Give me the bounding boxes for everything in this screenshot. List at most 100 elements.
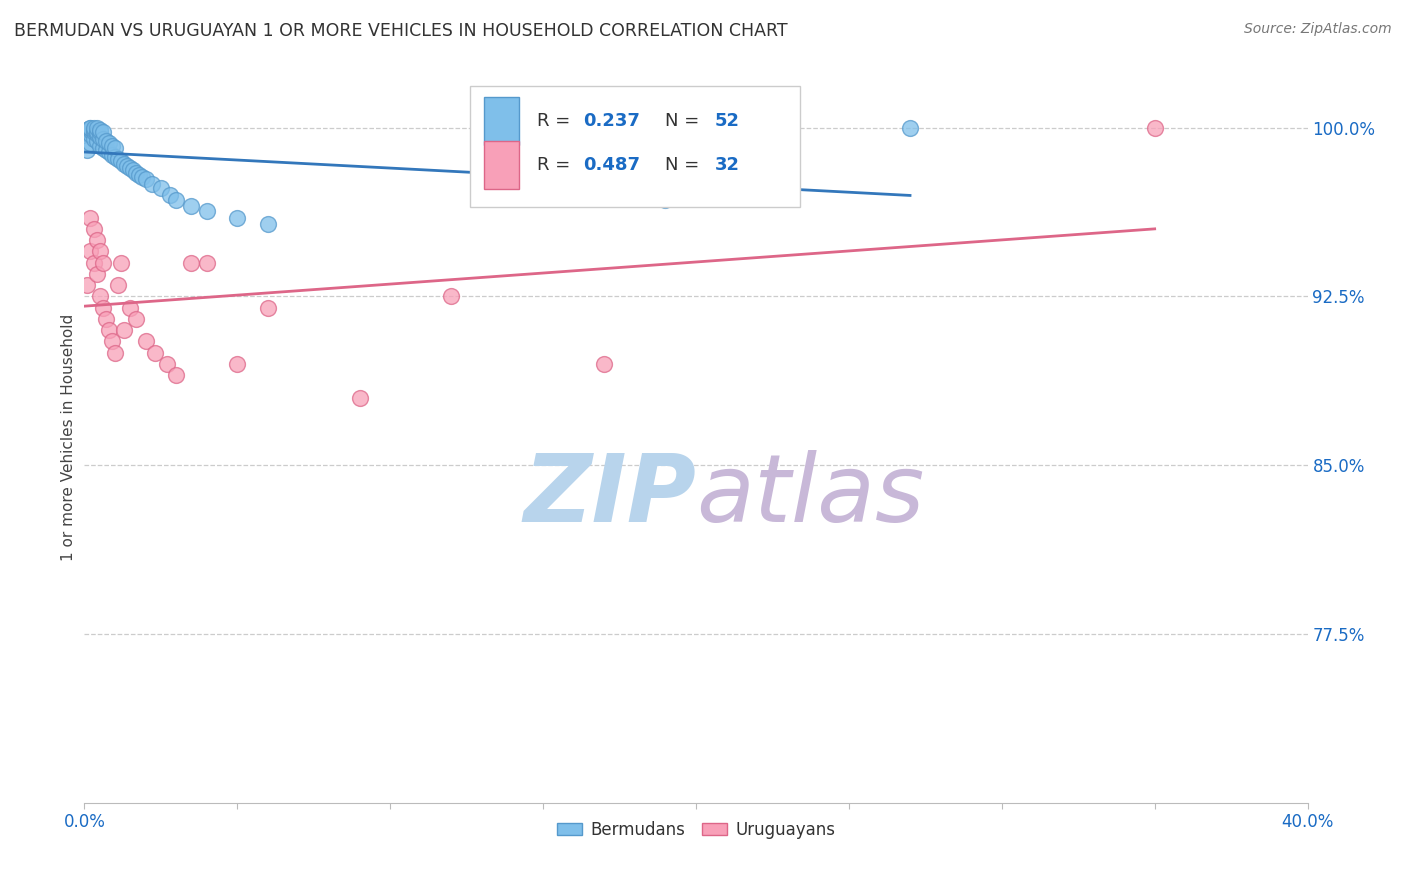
Text: Source: ZipAtlas.com: Source: ZipAtlas.com xyxy=(1244,22,1392,37)
Point xyxy=(593,357,616,371)
Point xyxy=(125,312,148,326)
Point xyxy=(257,301,280,315)
Point xyxy=(79,244,101,259)
FancyBboxPatch shape xyxy=(470,86,800,207)
Text: BERMUDAN VS URUGUAYAN 1 OR MORE VEHICLES IN HOUSEHOLD CORRELATION CHART: BERMUDAN VS URUGUAYAN 1 OR MORE VEHICLES… xyxy=(14,22,787,40)
Point xyxy=(91,255,114,269)
Text: N =: N = xyxy=(665,156,706,174)
Bar xyxy=(484,97,519,145)
Point xyxy=(101,334,124,349)
Point xyxy=(112,156,135,170)
Text: atlas: atlas xyxy=(696,450,924,541)
Point xyxy=(112,323,135,337)
Point xyxy=(76,143,98,157)
Point xyxy=(76,123,98,137)
Text: 0.487: 0.487 xyxy=(583,156,641,174)
Point xyxy=(115,159,138,173)
Point xyxy=(226,211,249,225)
Point xyxy=(165,368,187,383)
Point xyxy=(135,172,157,186)
Point xyxy=(76,278,98,293)
Point xyxy=(94,143,117,157)
Point xyxy=(79,136,101,151)
Point xyxy=(83,132,105,146)
Text: 32: 32 xyxy=(714,156,740,174)
Point xyxy=(120,161,142,175)
Point xyxy=(79,128,101,142)
Point xyxy=(97,323,120,337)
Point xyxy=(83,120,105,135)
Point xyxy=(104,150,127,164)
Point xyxy=(149,181,172,195)
Point xyxy=(104,141,127,155)
Point xyxy=(89,125,111,139)
Legend: Bermudans, Uruguayans: Bermudans, Uruguayans xyxy=(550,814,842,846)
Point xyxy=(79,211,101,225)
Point xyxy=(79,120,101,135)
Point xyxy=(128,168,150,182)
Point xyxy=(86,120,108,135)
Point xyxy=(226,357,249,371)
Text: N =: N = xyxy=(665,112,706,130)
Text: ZIP: ZIP xyxy=(523,450,696,541)
Point xyxy=(76,123,98,137)
Bar xyxy=(484,141,519,189)
Point xyxy=(257,218,280,232)
Point xyxy=(97,136,120,151)
Point xyxy=(83,125,105,139)
Point xyxy=(1143,120,1166,135)
Point xyxy=(101,147,124,161)
Point xyxy=(91,301,114,315)
Point xyxy=(91,132,114,146)
Point xyxy=(165,193,187,207)
Point xyxy=(89,129,111,144)
Point xyxy=(101,138,124,153)
Point xyxy=(141,177,163,191)
Point xyxy=(89,123,111,137)
Point xyxy=(110,154,132,169)
Point xyxy=(349,391,371,405)
Text: R =: R = xyxy=(537,156,576,174)
Point xyxy=(79,123,101,137)
Point xyxy=(110,255,132,269)
Point xyxy=(86,125,108,139)
Y-axis label: 1 or more Vehicles in Household: 1 or more Vehicles in Household xyxy=(60,313,76,561)
Point xyxy=(79,120,101,135)
Point xyxy=(94,134,117,148)
Point xyxy=(125,166,148,180)
Point xyxy=(195,203,218,218)
Point xyxy=(86,267,108,281)
Point xyxy=(122,163,145,178)
Point xyxy=(898,120,921,135)
Point xyxy=(195,255,218,269)
Point xyxy=(131,170,153,185)
Point xyxy=(91,125,114,139)
Point xyxy=(107,278,129,293)
Point xyxy=(83,222,105,236)
Text: R =: R = xyxy=(537,112,576,130)
Point xyxy=(89,289,111,303)
Point xyxy=(94,312,117,326)
Text: 52: 52 xyxy=(714,112,740,130)
Point xyxy=(86,233,108,247)
Point xyxy=(159,188,181,202)
Point xyxy=(180,255,202,269)
Point xyxy=(654,193,676,207)
Point xyxy=(440,289,463,303)
Point xyxy=(104,345,127,359)
Point xyxy=(120,301,142,315)
Point xyxy=(83,123,105,137)
Point xyxy=(83,255,105,269)
Text: 0.237: 0.237 xyxy=(583,112,640,130)
Point xyxy=(89,244,111,259)
Point xyxy=(107,152,129,166)
Point xyxy=(91,141,114,155)
Point xyxy=(86,134,108,148)
Point xyxy=(89,138,111,153)
Point xyxy=(180,199,202,213)
Point xyxy=(143,345,166,359)
Point xyxy=(135,334,157,349)
Point xyxy=(86,128,108,142)
Point xyxy=(76,128,98,142)
Point xyxy=(156,357,179,371)
